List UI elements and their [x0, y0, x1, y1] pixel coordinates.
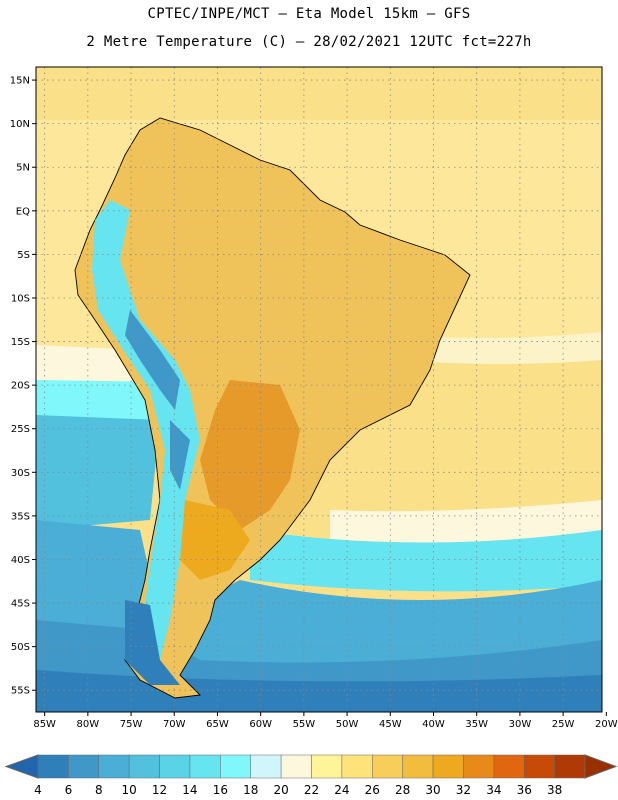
colorbar: 4 6 8 10 12 14 16 18 20 22 24 26 28 30 32 34 36 38 — [4, 754, 618, 797]
lon-label: 70W — [163, 719, 186, 730]
temperature-map: 15N 10N 5N EQ 5S 10S 15S 20S 25S 30S 35S 40S 45S 50S 5… — [10, 66, 618, 730]
colorbar-label: 16 — [213, 783, 228, 797]
lon-label: 35W — [465, 719, 488, 730]
map-field — [36, 67, 602, 712]
lat-label: 55S — [11, 686, 30, 697]
map-title-line2: 2 Metre Temperature (C) – 28/02/2021 12U… — [86, 34, 532, 50]
lon-label: 45W — [379, 719, 402, 730]
lon-label: 65W — [206, 719, 229, 730]
colorbar-label: 36 — [517, 783, 532, 797]
lat-label: EQ — [16, 206, 30, 217]
colorbar-label: 38 — [547, 783, 562, 797]
lat-label: 25S — [11, 424, 30, 435]
colorbar-swatch — [220, 754, 251, 779]
colorbar-swatch — [159, 754, 191, 779]
colorbar-swatch — [341, 754, 373, 779]
colorbar-label: 8 — [95, 783, 103, 797]
colorbar-label: 22 — [304, 783, 319, 797]
colorbar-low-arrow — [4, 754, 39, 779]
colorbar-label: 18 — [243, 783, 258, 797]
colorbar-swatch — [280, 754, 312, 779]
colorbar-label: 20 — [273, 783, 288, 797]
map-ticks: 15N 10N 5N EQ 5S 10S 15S 20S 25S 30S 35S 40S 45S 50S 5… — [10, 76, 618, 730]
colorbar-swatch — [68, 754, 100, 779]
colorbar-swatch — [250, 754, 282, 779]
lat-label: 40S — [11, 555, 30, 566]
colorbar-swatch — [432, 754, 464, 779]
map-title-line1: CPTEC/INPE/MCT – Eta Model 15km – GFS — [147, 6, 471, 22]
lat-label: 15S — [11, 337, 30, 348]
lon-label: 55W — [293, 719, 316, 730]
lat-label: 5S — [17, 250, 30, 261]
colorbar-swatch — [37, 754, 69, 779]
lon-label: 75W — [120, 719, 143, 730]
colorbar-label: 32 — [456, 783, 471, 797]
colorbar-swatch — [189, 754, 221, 779]
colorbar-swatch — [402, 754, 434, 779]
graticule — [36, 67, 602, 712]
lat-label: 5N — [16, 163, 30, 174]
colorbar-swatch — [128, 754, 160, 779]
colorbar-swatch — [493, 754, 525, 779]
lon-label: 40W — [422, 719, 445, 730]
colorbar-swatch — [98, 754, 130, 779]
colorbar-swatch — [372, 754, 403, 779]
colorbar-swatch — [554, 754, 586, 779]
lon-label: 30W — [509, 719, 532, 730]
ocean-band-cyan — [36, 380, 170, 425]
warm-region-pampas — [180, 500, 250, 580]
patagonia-cold — [125, 600, 180, 685]
andes-cold-highland — [92, 200, 200, 660]
colorbar-label: 6 — [65, 783, 73, 797]
lon-label: 20W — [595, 719, 618, 730]
ocean-band-pale — [36, 345, 602, 549]
lat-label: 10N — [10, 119, 30, 130]
colorbar-swatch — [463, 754, 495, 779]
colorbar-label: 4 — [34, 783, 42, 797]
lat-label: 50S — [11, 642, 30, 653]
lat-label: 30S — [11, 468, 30, 479]
colorbar-swatch — [311, 754, 343, 779]
lon-label: 60W — [249, 719, 272, 730]
ocean-band-south-1 — [250, 530, 602, 592]
colorbar-label: 26 — [365, 783, 380, 797]
ocean-band-pale-north — [400, 332, 602, 364]
colorbar-label: 30 — [425, 783, 440, 797]
lat-label: 20S — [11, 381, 30, 392]
lon-label: 25W — [552, 719, 575, 730]
colorbar-label: 14 — [182, 783, 197, 797]
colorbar-label: 12 — [152, 783, 167, 797]
andes-highland-core — [125, 310, 190, 490]
hot-region-chaco — [200, 380, 300, 530]
lon-label: 85W — [33, 719, 56, 730]
colorbar-high-arrow — [584, 754, 618, 779]
lat-label: 45S — [11, 599, 30, 610]
colorbar-label: 28 — [395, 783, 410, 797]
colorbar-label: 24 — [334, 783, 349, 797]
colorbar-swatch — [523, 754, 555, 779]
lon-label: 80W — [77, 719, 100, 730]
colorbar-label: 10 — [122, 783, 137, 797]
lat-label: 35S — [11, 511, 30, 522]
map-frame — [35, 66, 603, 713]
colorbar-label: 34 — [486, 783, 501, 797]
lat-label: 15N — [10, 76, 30, 87]
lat-label: 10S — [11, 293, 30, 304]
lon-label: 50W — [336, 719, 359, 730]
